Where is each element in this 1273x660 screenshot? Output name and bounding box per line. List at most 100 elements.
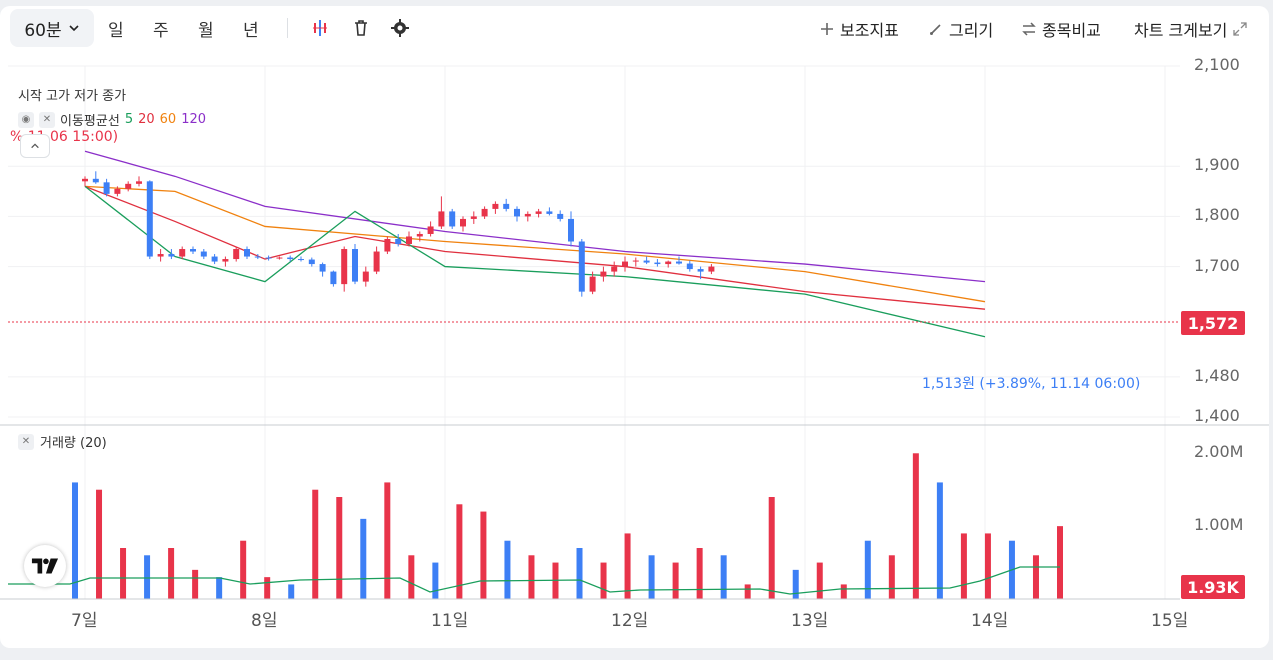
candle-body (514, 208, 520, 217)
candle-body (352, 249, 358, 282)
indicator-button[interactable]: 보조지표 (820, 17, 899, 41)
candle-body (373, 251, 380, 272)
candle-body (211, 256, 218, 262)
candle-body (665, 261, 672, 265)
candle-body (233, 249, 240, 260)
candle-body (708, 266, 715, 272)
candle-body (341, 249, 348, 285)
period-week[interactable]: 주 (153, 21, 169, 41)
plus-icon (821, 23, 833, 35)
trash-icon[interactable] (350, 17, 372, 39)
volume-bar (1032, 555, 1039, 599)
date-label: 14일 (971, 611, 1009, 631)
draw-label: 그리기 (949, 21, 994, 40)
candle-body (524, 213, 531, 217)
volume-bar (768, 497, 775, 599)
chevron-up-icon (31, 143, 39, 149)
volume-bar (696, 548, 703, 599)
ohlc-legend: 시작 고가 저가 종가 (18, 89, 127, 104)
volume-bar (864, 540, 871, 599)
candle-body (546, 211, 553, 214)
candle-body (481, 208, 488, 217)
eye-icon[interactable]: ◉ (18, 111, 34, 128)
period-day[interactable]: 일 (108, 21, 124, 41)
draw-button[interactable]: 그리기 (929, 17, 993, 41)
volume-bar (144, 555, 151, 599)
candle-body (578, 241, 585, 292)
candle-body (200, 251, 207, 257)
interval-select[interactable]: 60분 (10, 9, 94, 47)
fullscreen-button[interactable]: 차트 크게보기 (1134, 17, 1248, 41)
volume-tick-label: 1.00M (1194, 515, 1244, 535)
toolbar-divider (287, 18, 288, 38)
tradingview-logo[interactable] (24, 545, 66, 587)
candle-body (330, 271, 337, 285)
ma60-line (84, 185, 986, 303)
candle-body (676, 261, 682, 264)
compare-label: 종목비교 (1042, 21, 1101, 40)
candle-body (449, 211, 456, 227)
candle-body (244, 249, 250, 257)
candle-body (308, 259, 315, 265)
ma120-line (84, 150, 986, 283)
candle-body (503, 203, 510, 209)
low-annotation: 1,513원 (+3.89%, 11.14 06:00) (922, 376, 1141, 392)
volume-bar (408, 555, 415, 599)
candle-body (568, 218, 574, 242)
candle-body (492, 203, 499, 209)
candle-body (395, 238, 402, 245)
volume-bar (1057, 526, 1063, 599)
volume-bar (624, 533, 631, 599)
candle-body (125, 183, 132, 189)
candle-body (686, 263, 693, 270)
price-tick-label: 1,900 (1194, 155, 1240, 175)
volume-bar (528, 555, 535, 599)
volume-bar (360, 518, 367, 599)
volume-bar (72, 482, 78, 599)
volume-bar (456, 504, 463, 599)
candle-body (460, 218, 466, 227)
volume-bar (312, 489, 319, 599)
price-chart[interactable] (0, 6, 1269, 648)
volume-bar (984, 533, 991, 599)
candle-body (168, 254, 175, 257)
period-year[interactable]: 년 (243, 21, 259, 41)
price-tick-label: 1,480 (1194, 365, 1240, 385)
price-tick-label: 1,700 (1194, 255, 1240, 275)
candle-body (82, 178, 88, 182)
volume-bar (96, 489, 103, 599)
candle-body (265, 257, 272, 259)
ma-title: 이동평균선 (60, 114, 120, 129)
candle-body (254, 256, 261, 258)
collapse-legend-button[interactable] (20, 134, 50, 158)
candle-body (362, 271, 369, 282)
period-month[interactable]: 월 (198, 21, 214, 41)
candle-body (622, 261, 628, 267)
candle-body (114, 188, 121, 194)
close-icon[interactable]: ✕ (18, 433, 34, 450)
candle-body (632, 260, 639, 262)
candle-body (427, 226, 434, 234)
gear-icon[interactable] (389, 17, 411, 39)
volume-title: 거래량 (20) (40, 436, 107, 451)
volume-tick-label: 2.00M (1194, 442, 1244, 462)
candle-type-icon[interactable] (309, 17, 331, 39)
candle-body (535, 211, 542, 214)
close-icon[interactable]: ✕ (39, 111, 55, 128)
compare-button[interactable]: 종목비교 (1022, 17, 1101, 41)
date-label: 7일 (71, 611, 98, 631)
ma120-label: 120 (181, 112, 207, 127)
ma-legend: ◉ ✕ 이동평균선 5 20 60 120 (18, 110, 206, 129)
candle-body (697, 269, 704, 272)
volume-bar (288, 584, 295, 599)
moving-average-lines (84, 150, 986, 338)
candle-body (179, 249, 186, 257)
volume-bar (192, 569, 199, 599)
candle-body (557, 213, 564, 219)
volume-bar (120, 548, 127, 599)
fullscreen-label: 차트 크게보기 (1134, 21, 1228, 40)
ma20-label: 20 (138, 112, 155, 127)
volume-bar (816, 562, 823, 599)
candle-body (157, 254, 164, 257)
chart-panel: 60분 일 주 월 년 보조지표 그리기 종목비교 (0, 6, 1269, 648)
